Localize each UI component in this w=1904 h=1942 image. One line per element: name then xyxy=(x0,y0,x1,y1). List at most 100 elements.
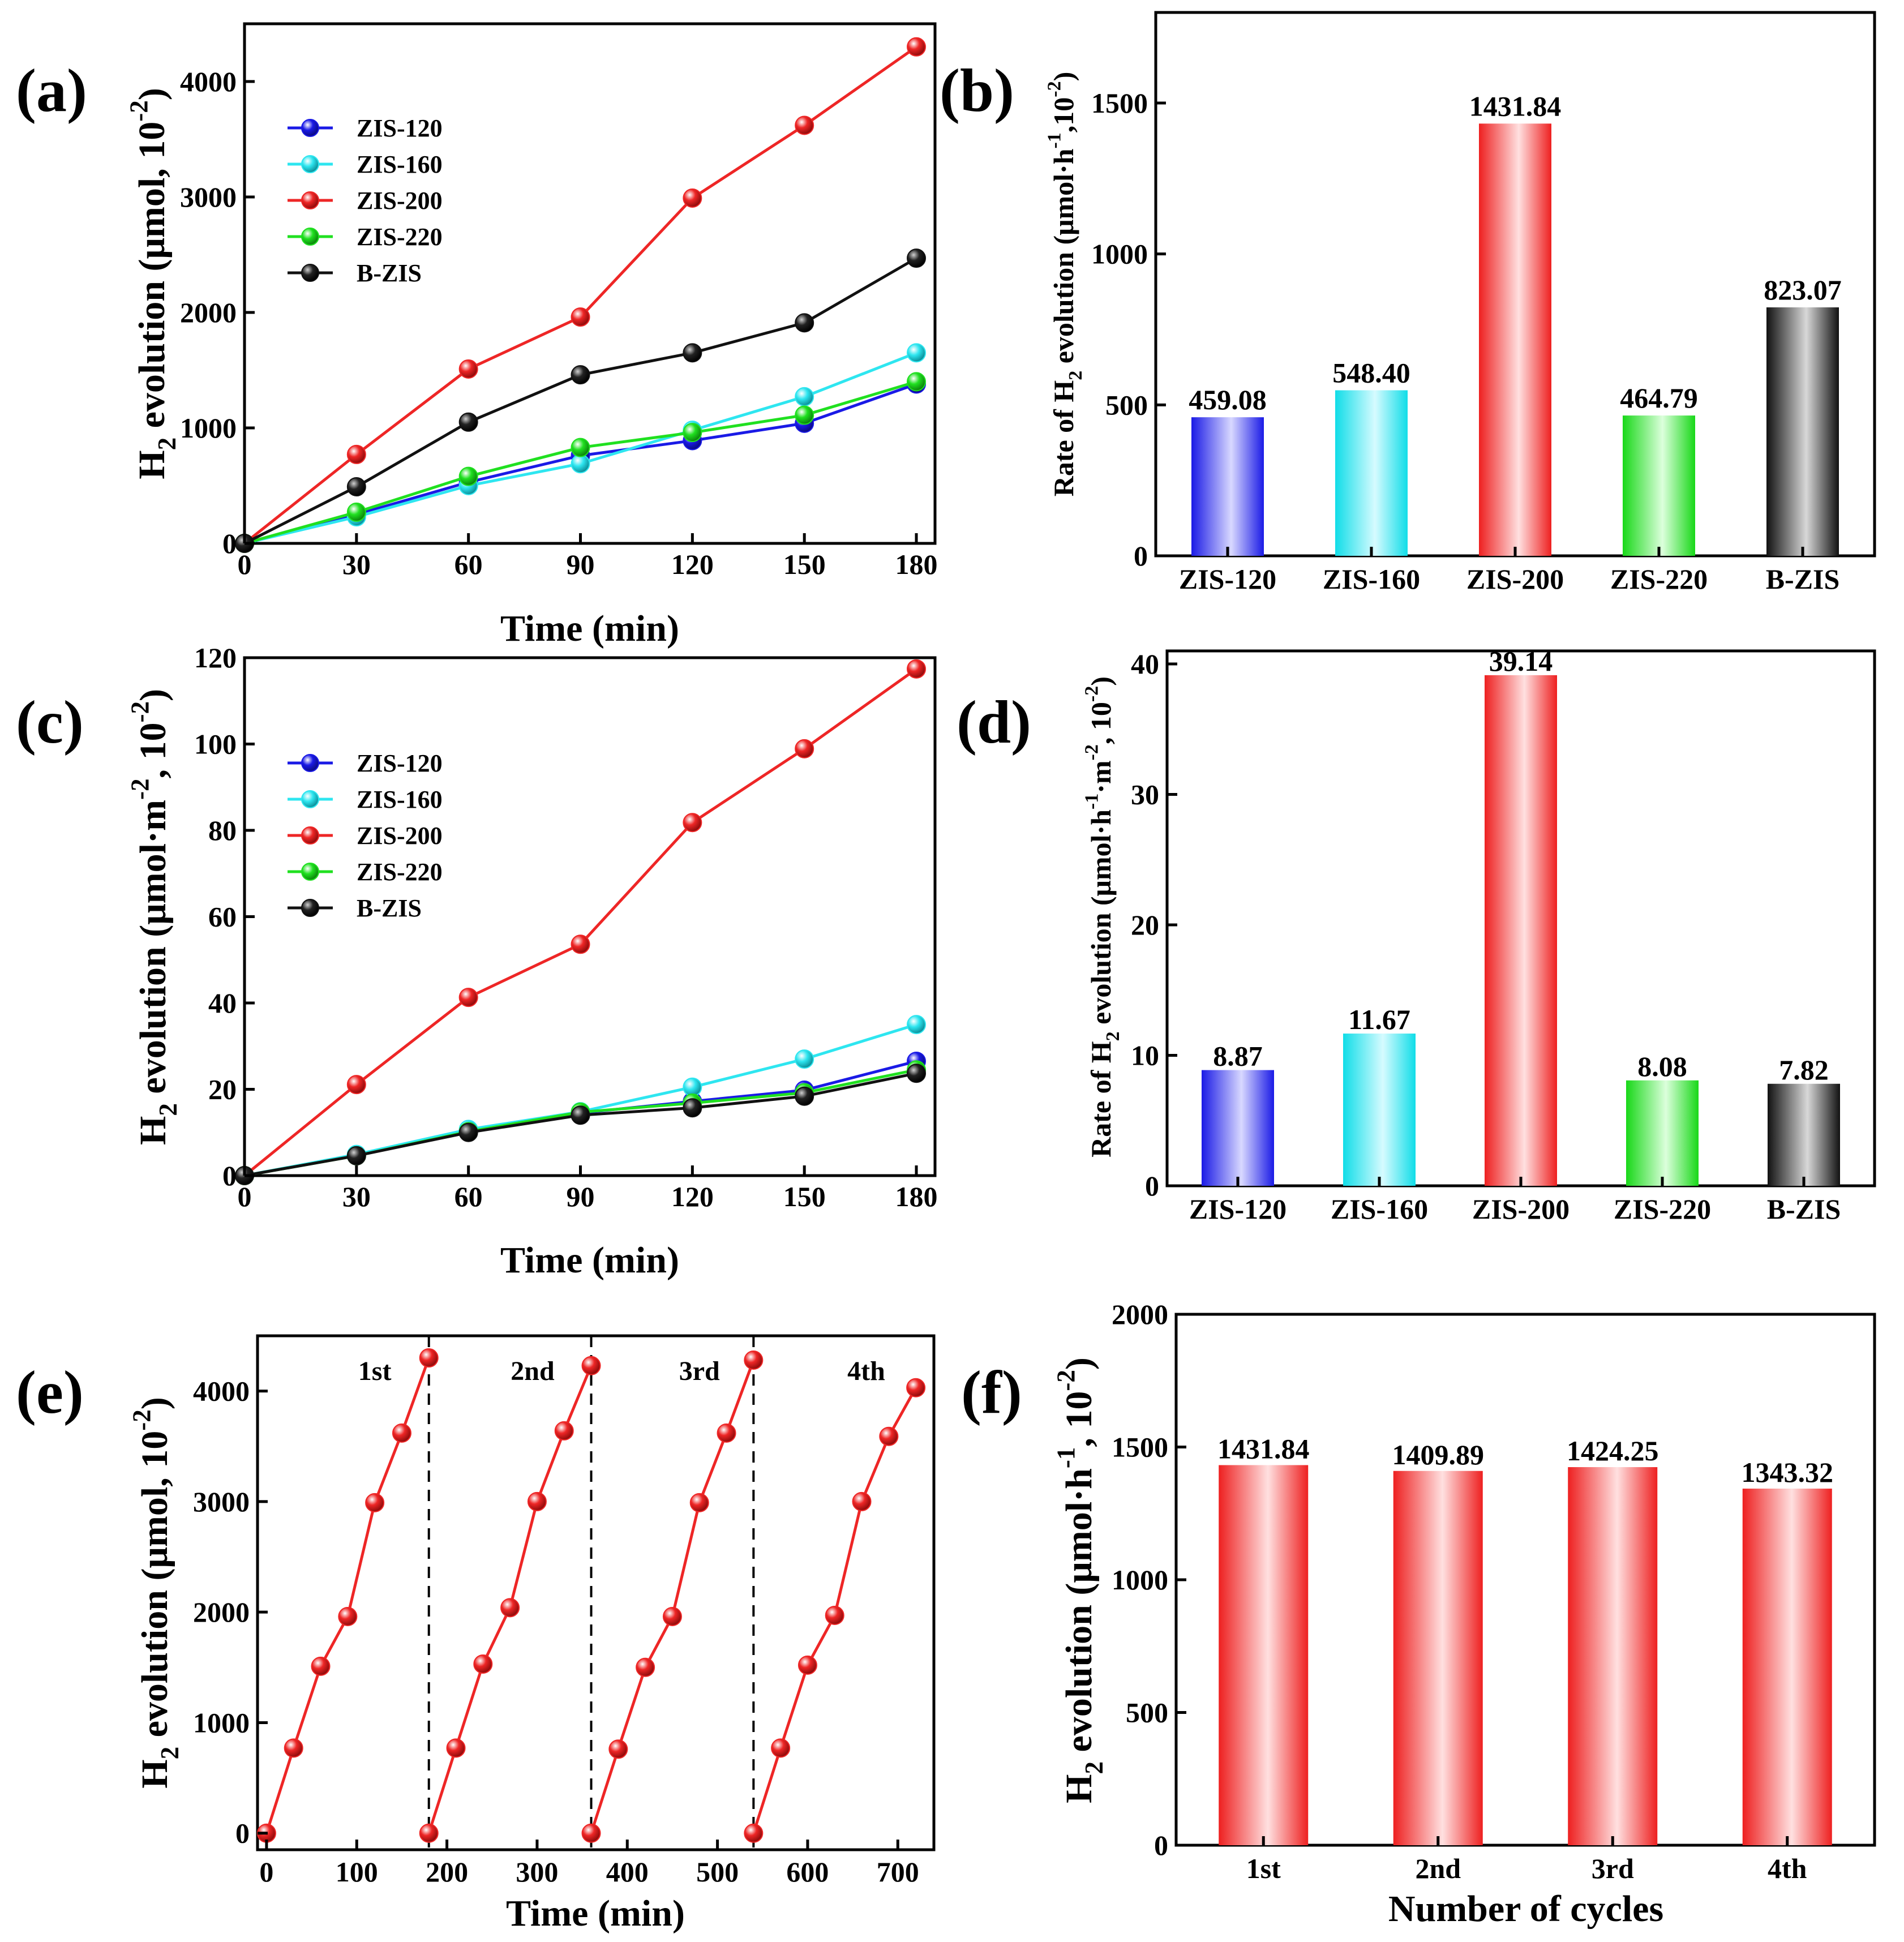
data-point-a-b-zis-120 xyxy=(683,343,702,363)
x-tick-label-c-150: 150 xyxy=(783,1181,826,1212)
data-point-e-cycle-4-660 xyxy=(852,1491,872,1511)
data-point-a-zis-160-180 xyxy=(907,343,927,363)
x-tick-label-e-300: 300 xyxy=(516,1856,558,1888)
data-point-e-cycle-2-240 xyxy=(473,1654,493,1674)
data-point-a-zis-200-120 xyxy=(683,188,702,208)
x-tick-label-a-150: 150 xyxy=(783,548,826,580)
y-tick-label-e-2000: 2000 xyxy=(193,1596,250,1628)
bar-value-label-f-2nd: 1409.89 xyxy=(1392,1439,1485,1471)
bar-value-label-d-b-zis: 7.82 xyxy=(1779,1054,1829,1086)
data-point-e-cycle-3-540 xyxy=(744,1350,764,1370)
x-axis-title-e: Time (min) xyxy=(506,1893,685,1934)
data-point-e-cycle-1-150 xyxy=(392,1423,411,1443)
y-tick-label-a-3000: 3000 xyxy=(180,181,237,213)
x-tick-label-c-30: 30 xyxy=(342,1181,371,1212)
legend-marker-a-zis-200 xyxy=(301,191,319,209)
x-tick-label-c-90: 90 xyxy=(567,1181,595,1212)
data-point-c-zis-200-90 xyxy=(571,934,590,954)
cycle-label-2nd: 2nd xyxy=(511,1356,555,1386)
data-point-a-zis-200-150 xyxy=(795,115,814,135)
x-tick-label-c-120: 120 xyxy=(671,1181,714,1212)
x-tick-label-e-400: 400 xyxy=(606,1856,649,1888)
x-tick-label-a-30: 30 xyxy=(342,548,371,580)
y-axis-title-text-c: H2 evolution (μmol·m-2, 10-2) xyxy=(126,689,182,1145)
data-point-e-cycle-2-210 xyxy=(446,1738,466,1758)
y-tick-label-b-500: 500 xyxy=(1105,389,1148,421)
x-tick-label-b-zis-220: ZIS-220 xyxy=(1610,563,1708,595)
series-group-a xyxy=(235,37,927,553)
y-tick-label-d-40: 40 xyxy=(1131,648,1159,680)
y-tick-label-c-40: 40 xyxy=(208,987,237,1019)
data-point-e-cycle-2-360 xyxy=(581,1356,601,1375)
cycle-label-3rd: 3rd xyxy=(679,1356,720,1386)
plot-frame-e xyxy=(256,1334,936,1851)
data-point-c-zis-160-180 xyxy=(907,1015,927,1035)
x-tick-label-d-zis-120: ZIS-120 xyxy=(1189,1193,1287,1225)
data-point-e-cycle-2-270 xyxy=(500,1598,520,1618)
y-tick-label-c-60: 60 xyxy=(208,901,237,933)
panel-e: 1st 2nd 3rd 4th 0 100 200 300 400 500 600 700 0 1000… xyxy=(16,1334,936,1934)
y-axis-title-f: H2 evolution (μmol·h-1, 10-2) xyxy=(1052,1357,1108,1803)
data-point-a-zis-220-90 xyxy=(571,438,590,457)
data-point-a-b-zis-60 xyxy=(458,412,478,432)
bar-b-zis-120 xyxy=(1191,417,1264,556)
series-line-c-zis-200 xyxy=(243,667,917,1177)
legend-marker-c-b-zis xyxy=(301,899,319,917)
legend-marker-c-zis-120 xyxy=(301,754,319,772)
data-point-e-cycle-1-180 xyxy=(419,1348,439,1368)
series-group-f: 1431.84 1409.89 1424.25 1343.32 xyxy=(1217,1433,1833,1845)
legend-label-a-zis-220: ZIS-220 xyxy=(357,223,443,251)
y-tick-label-b-1500: 1500 xyxy=(1091,87,1148,119)
y-tick-label-e-0: 0 xyxy=(235,1817,250,1849)
panel-label-d: (d) xyxy=(957,689,1031,756)
data-point-e-cycle-3-480 xyxy=(689,1493,709,1512)
x-tick-label-a-60: 60 xyxy=(454,548,483,580)
data-point-e-cycle-4-570 xyxy=(771,1738,791,1758)
panel-d: 8.87 11.67 39.14 8.08 7.82 0 10 20 30 40 ZIS-120 Z… xyxy=(957,645,1876,1225)
data-point-e-cycle-1-30 xyxy=(284,1738,303,1758)
bar-value-label-f-4th: 1343.32 xyxy=(1742,1456,1834,1488)
y-tick-label-e-3000: 3000 xyxy=(193,1486,250,1517)
data-point-e-cycle-3-420 xyxy=(636,1657,655,1677)
y-tick-label-d-20: 20 xyxy=(1131,909,1159,941)
y-axis-title-text-b: Rate of H2 evolution (μmol·h-1,10-2) xyxy=(1044,72,1087,497)
data-point-e-cycle-4-540 xyxy=(744,1823,764,1843)
legend-marker-a-b-zis xyxy=(301,264,319,282)
cycle-label-1st: 1st xyxy=(358,1356,392,1386)
x-tick-label-e-200: 200 xyxy=(426,1856,468,1888)
x-tick-label-f-2nd: 2nd xyxy=(1415,1853,1461,1884)
y-tick-label-d-10: 10 xyxy=(1131,1040,1159,1071)
data-point-e-cycle-3-450 xyxy=(662,1606,682,1626)
x-axis-title-c: Time (min) xyxy=(500,1240,679,1281)
data-point-a-zis-220-180 xyxy=(907,372,927,392)
panel-label-f: (f) xyxy=(961,1359,1022,1426)
data-point-e-cycle-4-690 xyxy=(879,1426,899,1446)
legend-a: ZIS-120 ZIS-160 ZIS-200 ZIS-220 B-ZIS xyxy=(288,114,443,287)
x-tick-label-a-180: 180 xyxy=(895,548,938,580)
x-tick-label-f-1st: 1st xyxy=(1246,1853,1281,1884)
y-axis-title-text-f: H2 evolution (μmol·h-1, 10-2) xyxy=(1052,1357,1108,1803)
data-point-e-cycle-3-390 xyxy=(608,1739,628,1759)
data-point-e-cycle-4-600 xyxy=(797,1655,817,1675)
bar-value-label-b-b-zis: 823.07 xyxy=(1764,274,1842,306)
x-tick-label-e-600: 600 xyxy=(786,1856,829,1888)
x-axis-title-f: Number of cycles xyxy=(1388,1888,1663,1930)
x-tick-label-e-500: 500 xyxy=(696,1856,739,1888)
y-axis-title-b: Rate of H2 evolution (μmol·h-1,10-2) xyxy=(1044,72,1087,497)
y-axis-title-text-e: H2 evolution (μmol, 10-2) xyxy=(127,1397,183,1788)
y-tick-label-c-120: 120 xyxy=(194,642,237,674)
panel-f: 1431.84 1409.89 1424.25 1343.32 0 500 1000 150… xyxy=(961,1298,1876,1930)
data-point-e-cycle-4-720 xyxy=(906,1378,926,1397)
ticks-group-a: 0 30 60 90 120 150 180 0 1000 2000 3000 4000 xyxy=(180,66,938,580)
legend-marker-c-zis-220 xyxy=(301,863,319,881)
y-tick-label-d-30: 30 xyxy=(1131,779,1159,811)
series-group-d: 8.87 11.67 39.14 8.08 7.82 xyxy=(1202,645,1840,1186)
data-point-c-zis-160-150 xyxy=(795,1049,814,1069)
data-point-a-zis-220-120 xyxy=(683,423,702,443)
x-tick-label-e-700: 700 xyxy=(877,1856,919,1888)
y-tick-label-a-0: 0 xyxy=(222,528,237,559)
bar-d-zis-160 xyxy=(1343,1034,1416,1186)
x-tick-label-b-b-zis: B-ZIS xyxy=(1766,563,1840,595)
bar-value-label-b-zis-160: 548.40 xyxy=(1332,357,1410,389)
data-point-c-zis-200-180 xyxy=(907,659,927,679)
